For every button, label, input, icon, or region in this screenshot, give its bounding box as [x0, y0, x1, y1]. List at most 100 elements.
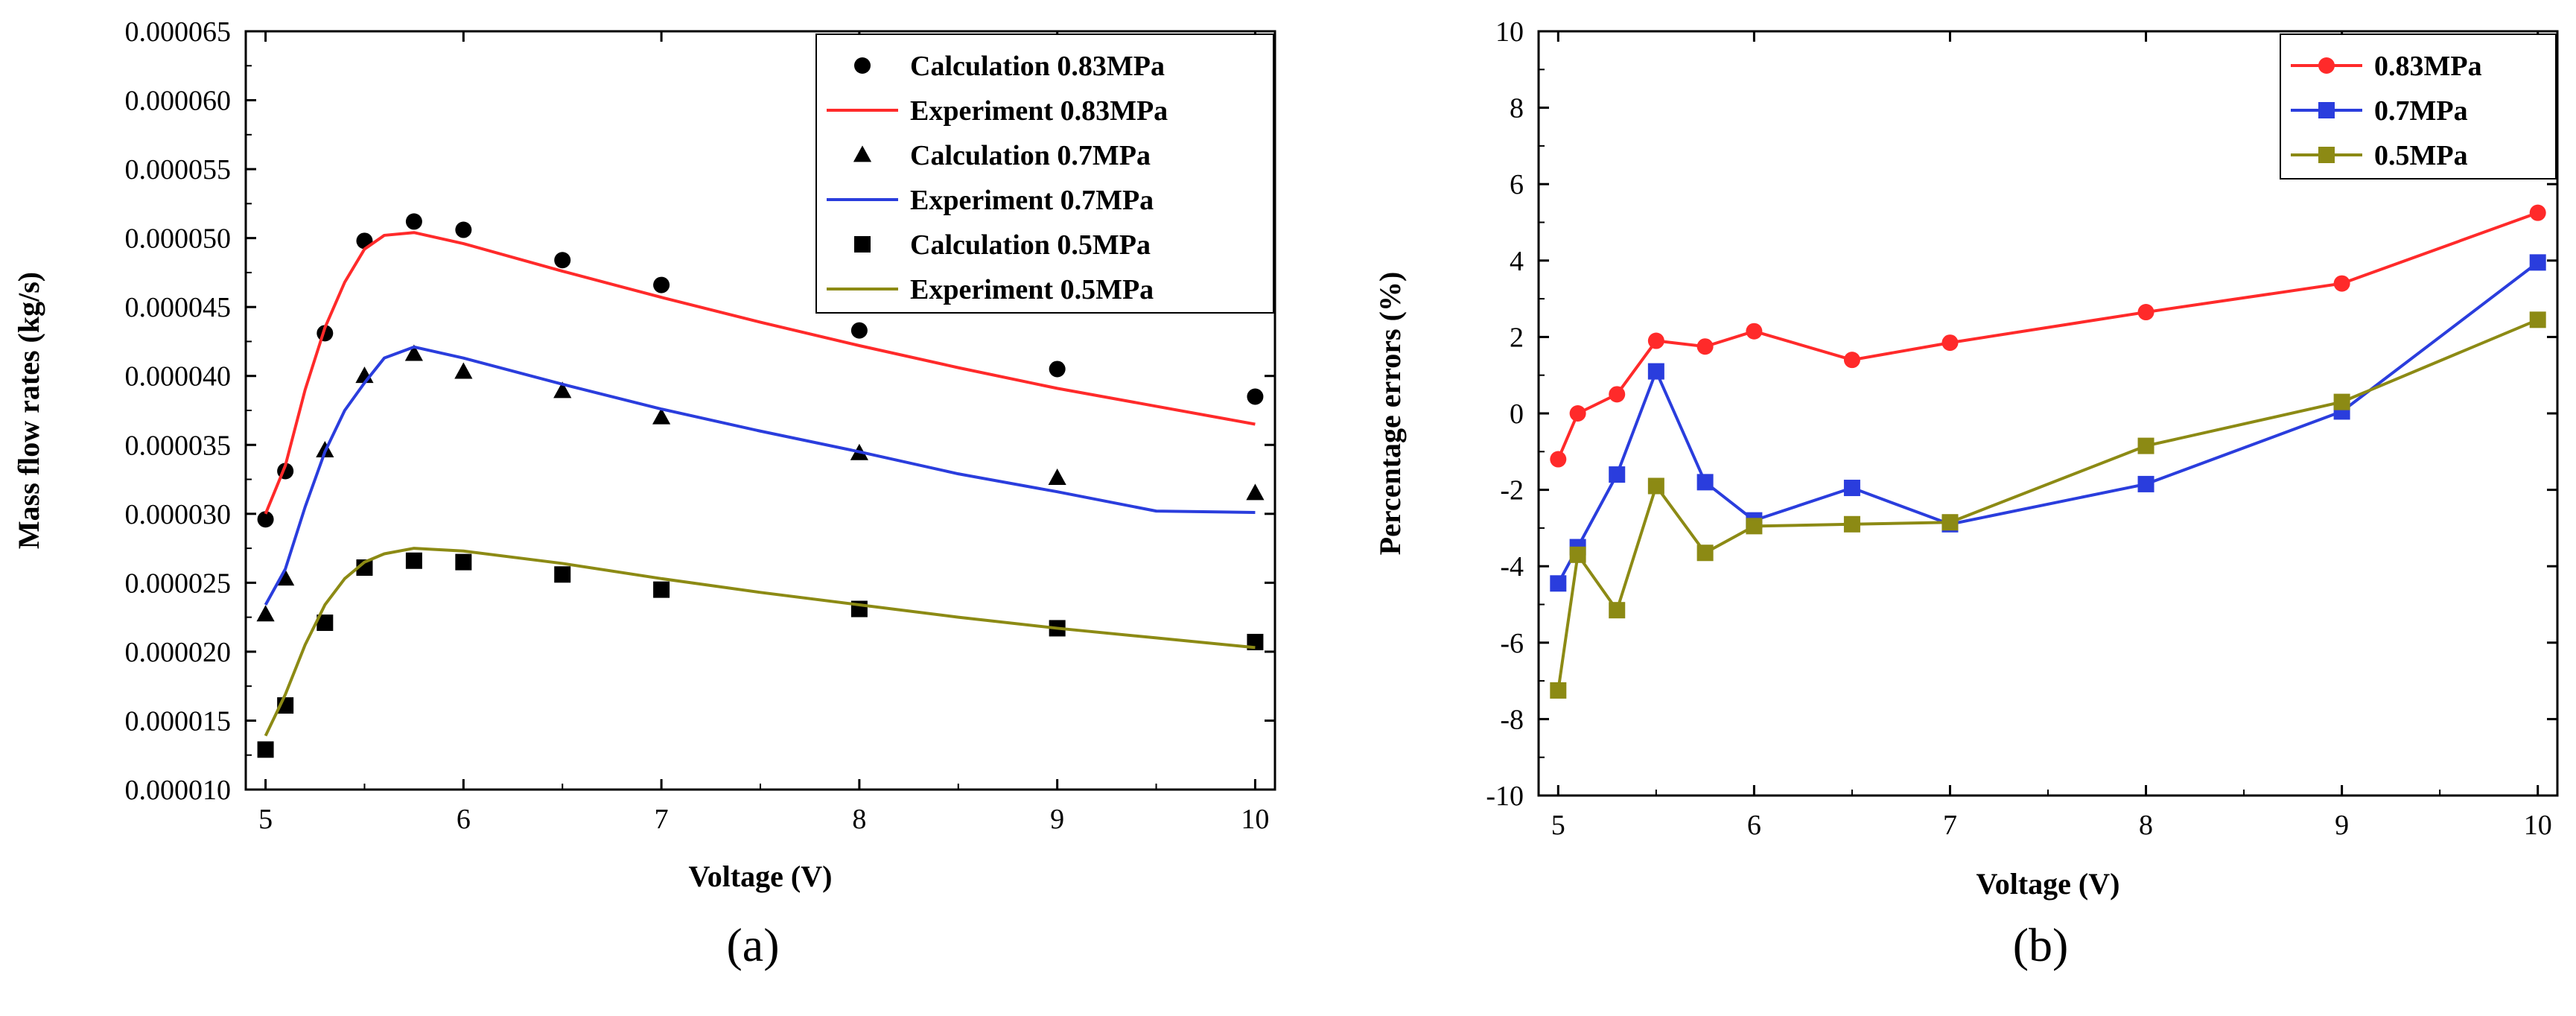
legend-marker: [2318, 102, 2335, 118]
data-point: [1246, 483, 1265, 501]
data-point: [1569, 546, 1586, 563]
y-tick-label: 0.000020: [125, 637, 232, 668]
data-point: [1696, 544, 1714, 562]
legend-label: 0.5MPa: [2374, 140, 2468, 171]
x-tick-label: 9: [2335, 810, 2349, 841]
legend-marker: [853, 145, 872, 162]
data-point: [553, 381, 572, 399]
data-point: [554, 566, 571, 583]
data-point: [554, 252, 571, 269]
data-point: [653, 276, 670, 293]
data-point: [1941, 514, 1959, 531]
y-tick-label: -4: [1500, 551, 1524, 582]
legend-marker: [854, 236, 871, 253]
y-tick-label: 0.000015: [125, 705, 232, 737]
data-point: [1569, 405, 1586, 422]
series-1: [264, 231, 1256, 515]
data-point: [1843, 480, 1860, 497]
x-tick-label: 5: [1551, 810, 1565, 841]
data-point: [454, 362, 473, 379]
legend-marker: [2318, 147, 2335, 163]
x-axis-title: Voltage (V): [689, 860, 833, 893]
legend-label: Experiment 0.5MPa: [910, 274, 1154, 305]
y-tick-label: 0.000010: [125, 775, 232, 806]
data-point: [257, 511, 274, 528]
y-tick-label: 0.000060: [125, 86, 232, 117]
data-point: [1247, 388, 1264, 405]
data-point: [257, 741, 274, 758]
data-point: [1941, 334, 1959, 352]
legend-label: Calculation 0.7MPa: [910, 140, 1151, 171]
data-point: [2529, 204, 2546, 221]
data-point: [1647, 477, 1664, 495]
data-point: [1550, 451, 1567, 468]
y-tick-label: -6: [1500, 628, 1524, 659]
series-line: [264, 231, 1256, 515]
series-line: [264, 547, 1256, 737]
series-line: [1556, 211, 2539, 460]
chart-panel-b: 5 6 7 8 9 10 -10 -8 -6 -4 -2 0 2 4 6 8 10 Voltage (V) Perc…: [1373, 16, 2559, 971]
legend-label: 0.7MPa: [2374, 95, 2468, 127]
data-point: [1550, 682, 1567, 699]
x-tick-label: 6: [1747, 810, 1761, 841]
y-tick-label: 8: [1510, 93, 1524, 124]
y-tick-label: 0.000045: [125, 292, 232, 323]
series-line: [264, 345, 1256, 606]
data-point: [2529, 311, 2546, 328]
series-2: [256, 344, 1265, 622]
series-5: [264, 547, 1256, 737]
series-line: [1556, 261, 2539, 585]
data-point: [276, 569, 295, 586]
panel-label: (a): [726, 918, 779, 971]
data-point: [455, 221, 472, 238]
y-tick-label: 2: [1510, 322, 1524, 353]
data-point: [2137, 437, 2154, 454]
y-tick-label: -10: [1486, 781, 1524, 812]
legend-label: 0.83MPa: [2374, 51, 2482, 82]
y-axis-title: Mass flow rates (kg/s): [12, 272, 45, 549]
x-axis-title: Voltage (V): [1976, 867, 2120, 901]
data-point: [1647, 332, 1664, 349]
data-point: [455, 553, 472, 571]
data-point: [1696, 474, 1714, 491]
y-axis-title: Percentage errors (%): [1373, 272, 1407, 556]
x-tick-label: 10: [2524, 810, 2552, 841]
x-tick-label: 10: [1241, 804, 1269, 835]
series-3: [264, 345, 1256, 606]
y-tick-label: -8: [1500, 704, 1524, 735]
y-tick-label: 0: [1510, 399, 1524, 430]
data-point: [404, 344, 424, 361]
y-tick-label: 4: [1510, 246, 1524, 277]
legend-label: Experiment 0.7MPa: [910, 185, 1154, 216]
x-tick-label: 6: [457, 804, 471, 835]
x-tick-label: 7: [655, 804, 669, 835]
data-point: [653, 581, 670, 598]
data-point: [2333, 275, 2350, 292]
y-tick-label: 0.000055: [125, 154, 232, 185]
data-point: [1746, 518, 1763, 535]
y-tick-label: 10: [1495, 16, 1524, 48]
data-point: [1843, 352, 1860, 369]
data-point: [2137, 475, 2154, 492]
x-tick-label: 8: [2139, 810, 2153, 841]
data-point: [1609, 386, 1626, 403]
data-point: [652, 407, 671, 425]
data-point: [256, 605, 275, 622]
x-tick-label: 9: [1050, 804, 1064, 835]
y-tick-label: 0.000065: [125, 16, 232, 48]
data-point: [317, 615, 334, 632]
y-tick-label: -2: [1500, 475, 1524, 507]
data-point: [1049, 361, 1066, 378]
data-point: [1843, 515, 1860, 533]
series-4: [257, 552, 1264, 758]
x-tick-label: 8: [852, 804, 866, 835]
y-tick-label: 0.000040: [125, 361, 232, 393]
data-point: [1647, 363, 1664, 380]
data-point: [405, 213, 422, 230]
x-tick-label: 7: [1943, 810, 1957, 841]
legend-marker: [854, 57, 871, 74]
panel-label: (b): [2013, 918, 2069, 971]
y-tick-label: 0.000035: [125, 430, 232, 461]
data-point: [356, 559, 373, 577]
